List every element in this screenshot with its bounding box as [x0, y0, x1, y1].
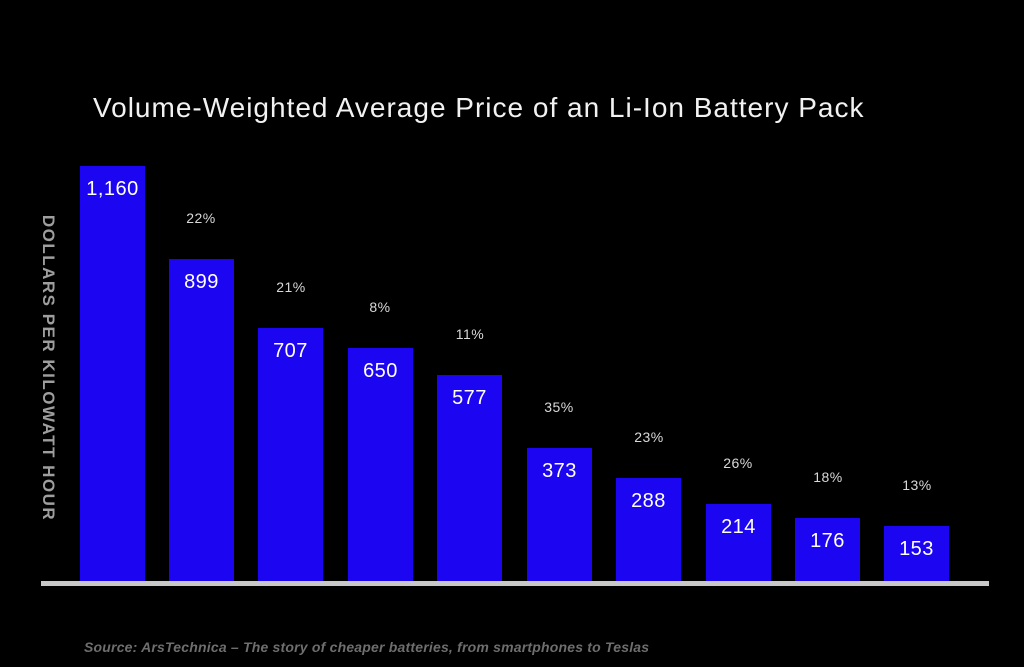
bar-value-label: 288: [631, 490, 666, 512]
bar: 176: [795, 518, 860, 581]
pct-change-label: 11%: [455, 326, 485, 342]
bar: 1,160: [80, 166, 145, 581]
pct-change-label: 8%: [369, 299, 391, 315]
x-axis-baseline: [41, 581, 989, 586]
bar-value-label: 707: [273, 340, 308, 362]
bar: 373: [527, 448, 592, 581]
pct-change-label: 18%: [813, 469, 843, 485]
source-note: Source: ArsTechnica – The story of cheap…: [84, 639, 650, 655]
bar: 899: [169, 259, 234, 581]
pct-change-label: 26%: [723, 455, 753, 471]
bar-value-label: 176: [810, 530, 845, 552]
bar: 214: [706, 504, 771, 581]
bar: 153: [884, 526, 949, 581]
bar: 577: [437, 375, 502, 581]
pct-change-label: 21%: [276, 279, 306, 295]
pct-change-label: 35%: [544, 399, 574, 415]
pct-change-label: 22%: [186, 210, 216, 226]
bar-value-label: 1,160: [86, 178, 139, 200]
bar: 288: [616, 478, 681, 581]
bar: 650: [348, 348, 413, 581]
pct-change-label: 23%: [634, 429, 664, 445]
bar-value-label: 577: [452, 387, 487, 409]
pct-change-label: 13%: [902, 477, 932, 493]
bar-value-label: 899: [184, 271, 219, 293]
bar-value-label: 153: [899, 538, 934, 560]
chart-title: Volume-Weighted Average Price of an Li-I…: [93, 92, 865, 123]
bar-value-label: 373: [542, 460, 577, 482]
bar: 707: [258, 328, 323, 581]
bar-value-label: 214: [721, 516, 756, 538]
bar-value-label: 650: [363, 360, 398, 382]
